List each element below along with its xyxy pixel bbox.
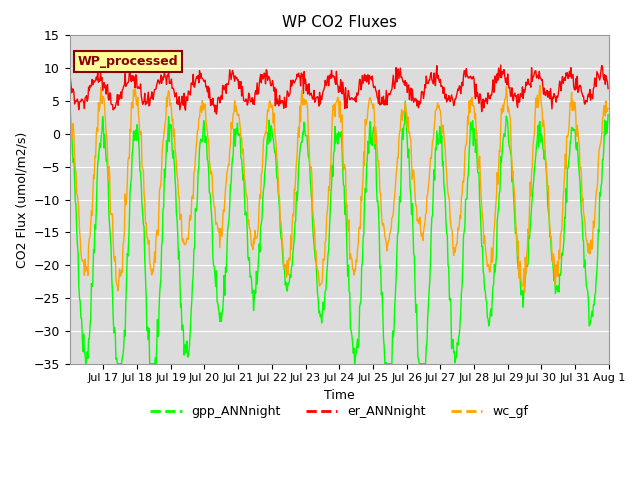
er_ANNnight <box>255 81 263 87</box>
gpp_ANNnight <box>604 112 612 118</box>
er_ANNnight <box>425 77 433 83</box>
er_ANNnight <box>212 111 220 117</box>
er_ANNnight <box>228 68 236 73</box>
er_ANNnight <box>604 86 612 92</box>
gpp_ANNnight <box>255 241 263 247</box>
wc_gf <box>536 82 544 88</box>
gpp_ANNnight <box>395 212 403 218</box>
gpp_ANNnight <box>426 278 434 284</box>
Title: WP CO2 Fluxes: WP CO2 Fluxes <box>282 15 397 30</box>
wc_gf <box>424 184 432 190</box>
wc_gf <box>521 290 529 296</box>
gpp_ANNnight <box>401 98 409 104</box>
gpp_ANNnight <box>130 128 138 134</box>
er_ANNnight <box>395 76 403 82</box>
gpp_ANNnight <box>66 122 74 128</box>
Line: er_ANNnight: er_ANNnight <box>70 65 608 114</box>
wc_gf <box>275 192 283 197</box>
wc_gf <box>394 155 402 161</box>
X-axis label: Time: Time <box>324 389 355 402</box>
gpp_ANNnight <box>276 208 284 214</box>
Text: WP_processed: WP_processed <box>77 55 179 68</box>
wc_gf <box>129 105 137 111</box>
er_ANNnight <box>497 62 504 68</box>
wc_gf <box>255 221 262 227</box>
wc_gf <box>66 98 74 104</box>
Line: gpp_ANNnight: gpp_ANNnight <box>70 101 608 364</box>
Y-axis label: CO2 Flux (umol/m2/s): CO2 Flux (umol/m2/s) <box>15 132 28 268</box>
er_ANNnight <box>276 93 284 98</box>
er_ANNnight <box>129 78 137 84</box>
er_ANNnight <box>66 85 74 91</box>
gpp_ANNnight <box>228 156 236 161</box>
wc_gf <box>228 126 236 132</box>
gpp_ANNnight <box>82 361 90 367</box>
Legend: gpp_ANNnight, er_ANNnight, wc_gf: gpp_ANNnight, er_ANNnight, wc_gf <box>145 400 533 423</box>
Line: wc_gf: wc_gf <box>70 85 608 293</box>
wc_gf <box>604 106 612 111</box>
